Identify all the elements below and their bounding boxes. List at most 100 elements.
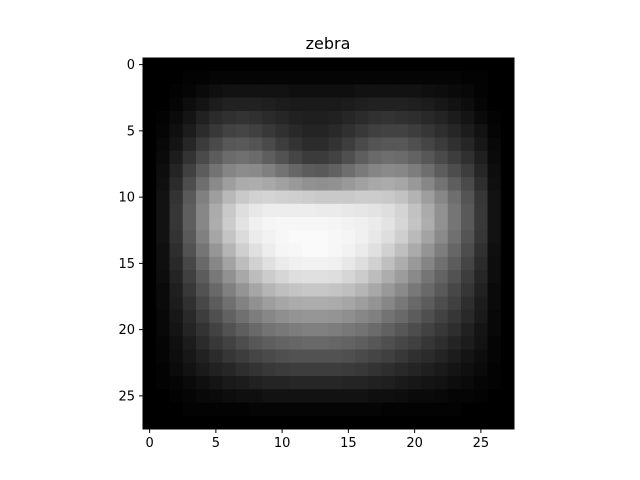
heatmap-cell <box>182 283 197 297</box>
heatmap-cell <box>156 203 170 218</box>
heatmap-cell <box>222 402 237 417</box>
heatmap-cell <box>368 362 382 377</box>
heatmap-cell <box>408 336 422 350</box>
heatmap-cell <box>381 389 396 403</box>
heatmap-cell <box>394 323 409 337</box>
heatmap-cell <box>222 137 237 152</box>
heatmap-cell <box>156 137 170 152</box>
heatmap-cell <box>381 323 396 337</box>
heatmap-cell <box>143 402 157 417</box>
heatmap-cell <box>328 376 343 390</box>
heatmap-cell <box>355 283 369 297</box>
heatmap-cell <box>222 164 237 178</box>
heatmap-cell <box>355 256 369 271</box>
heatmap-cell <box>196 190 210 205</box>
heatmap-cell <box>302 111 316 125</box>
heatmap-cell <box>408 283 422 297</box>
heatmap-cell <box>328 58 343 72</box>
heatmap-cell <box>235 389 250 403</box>
heatmap-cell <box>447 283 462 297</box>
heatmap-cell <box>182 177 197 191</box>
heatmap-cell <box>196 137 210 152</box>
heatmap-cell <box>355 402 369 417</box>
heatmap-cell <box>355 111 369 125</box>
heatmap-cell <box>368 71 382 85</box>
heatmap-cell <box>209 150 223 165</box>
heatmap-cell <box>249 336 263 350</box>
x-tick-label: 25 <box>473 436 490 451</box>
heatmap-cell <box>500 349 515 364</box>
heatmap-cell <box>355 296 369 311</box>
heatmap-cell <box>169 389 184 403</box>
heatmap-cell <box>328 137 343 152</box>
heatmap-cell <box>288 415 303 430</box>
heatmap-cell <box>235 190 250 205</box>
heatmap-cell <box>408 349 422 364</box>
heatmap-cell <box>235 256 250 271</box>
heatmap-cell <box>341 243 356 258</box>
heatmap-cell <box>341 349 356 364</box>
heatmap-cell <box>288 243 303 258</box>
heatmap-cell <box>302 137 316 152</box>
heatmap-cell <box>394 283 409 297</box>
heatmap-cell <box>500 84 515 99</box>
heatmap-cell <box>421 71 435 85</box>
heatmap-cell <box>487 177 502 191</box>
heatmap-cell <box>474 137 488 152</box>
heatmap-cell <box>288 349 303 364</box>
heatmap-cell <box>209 97 223 112</box>
heatmap-cell <box>421 256 435 271</box>
heatmap-cell <box>434 137 449 152</box>
heatmap-cell <box>434 349 449 364</box>
heatmap-cell <box>500 97 515 112</box>
heatmap-cell <box>315 84 329 99</box>
heatmap-cell <box>421 309 435 324</box>
heatmap-cell <box>235 137 250 152</box>
heatmap-cell <box>196 309 210 324</box>
heatmap-cell <box>408 389 422 403</box>
heatmap-cell <box>381 283 396 297</box>
heatmap-cell <box>182 402 197 417</box>
heatmap-cell <box>156 283 170 297</box>
heatmap-cell <box>222 362 237 377</box>
heatmap-cell <box>408 402 422 417</box>
heatmap-cell <box>196 177 210 191</box>
heatmap-cell <box>421 336 435 350</box>
heatmap-cell <box>341 137 356 152</box>
heatmap-cell <box>368 217 382 231</box>
heatmap-cell <box>500 256 515 271</box>
heatmap-cell <box>394 111 409 125</box>
heatmap-cell <box>196 124 210 138</box>
heatmap-cell <box>315 58 329 72</box>
heatmap-cell <box>182 124 197 138</box>
heatmap-cell <box>487 362 502 377</box>
heatmap-cell <box>394 270 409 284</box>
heatmap-cell <box>355 243 369 258</box>
heatmap-cell <box>182 309 197 324</box>
heatmap-cell <box>461 283 475 297</box>
heatmap-cell <box>328 389 343 403</box>
heatmap-cell <box>156 97 170 112</box>
heatmap-cell <box>328 203 343 218</box>
heatmap-cell <box>341 362 356 377</box>
heatmap-cell <box>143 150 157 165</box>
heatmap-cell <box>355 270 369 284</box>
heatmap-cell <box>394 376 409 390</box>
heatmap-cell <box>196 164 210 178</box>
heatmap-cell <box>447 97 462 112</box>
heatmap-cell <box>275 389 290 403</box>
heatmap-cell <box>434 362 449 377</box>
heatmap-cell <box>143 349 157 364</box>
heatmap-cell <box>182 296 197 311</box>
heatmap-cell <box>249 177 263 191</box>
heatmap-cell <box>461 111 475 125</box>
heatmap-cell <box>381 376 396 390</box>
heatmap-cell <box>315 217 329 231</box>
heatmap-cell <box>196 84 210 99</box>
heatmap-cell <box>235 111 250 125</box>
heatmap-cell <box>355 150 369 165</box>
heatmap-cell <box>222 97 237 112</box>
heatmap-cell <box>341 164 356 178</box>
heatmap-cell <box>434 164 449 178</box>
heatmap-cell <box>143 256 157 271</box>
